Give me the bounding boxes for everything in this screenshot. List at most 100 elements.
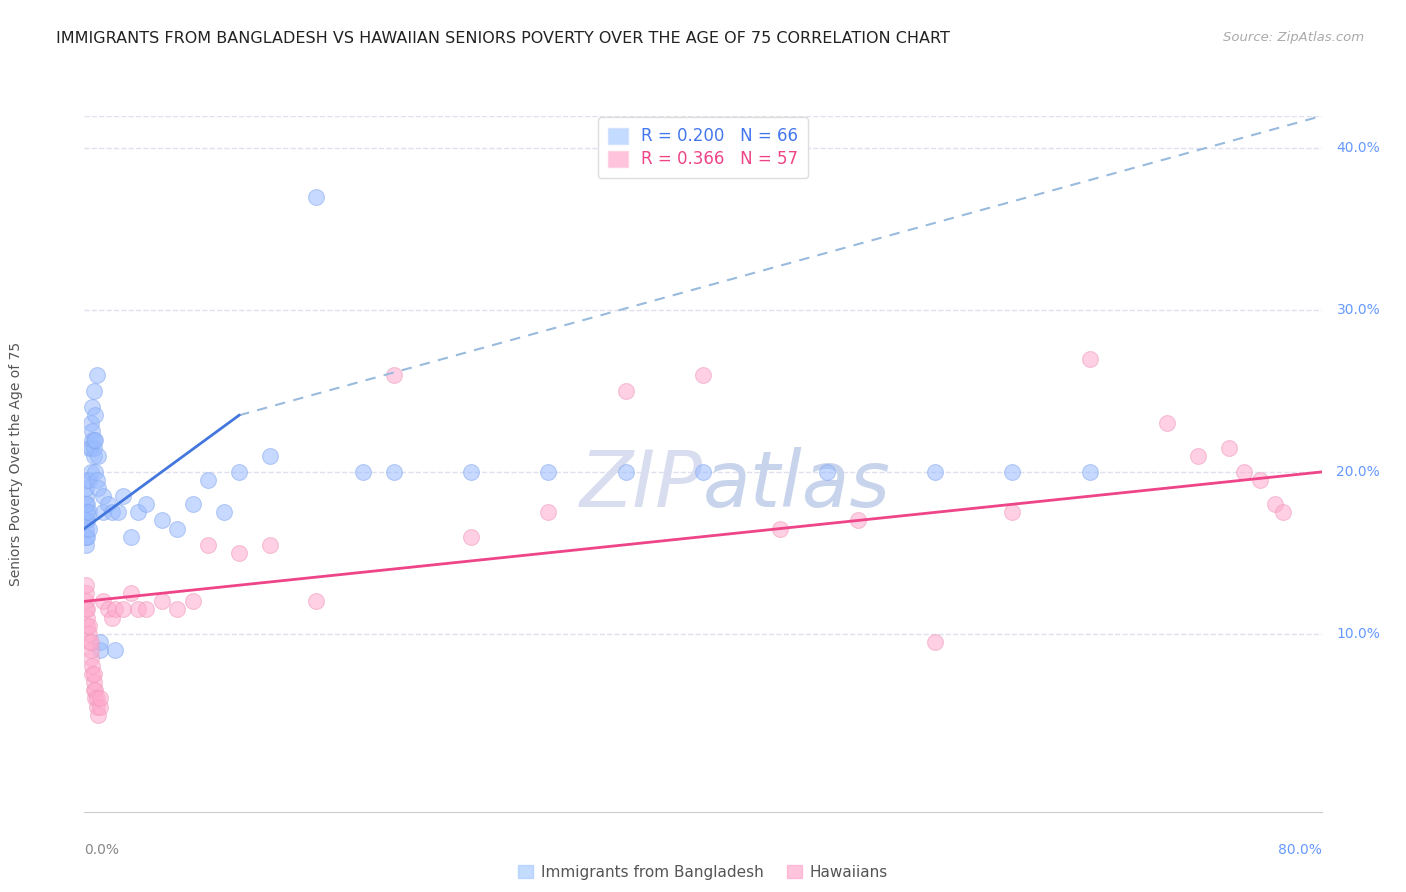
Text: atlas: atlas <box>703 447 891 523</box>
Point <box>1001 465 1024 479</box>
Point <box>76 513 98 527</box>
Text: 40.0%: 40.0% <box>1337 141 1381 155</box>
Point <box>84 683 107 698</box>
Point <box>460 530 482 544</box>
Point <box>537 465 560 479</box>
Point <box>87 707 110 722</box>
Point <box>120 586 142 600</box>
Point <box>82 425 104 439</box>
Point <box>75 578 97 592</box>
Point <box>1187 449 1209 463</box>
Point <box>127 505 149 519</box>
Point <box>101 505 124 519</box>
Point <box>382 465 405 479</box>
Point <box>104 643 127 657</box>
Point <box>382 368 405 382</box>
Point <box>150 594 173 608</box>
Point <box>135 497 157 511</box>
Point <box>228 546 250 560</box>
Legend: R = 0.200   N = 66, R = 0.366   N = 57: R = 0.200 N = 66, R = 0.366 N = 57 <box>598 118 808 178</box>
Point <box>127 602 149 616</box>
Point <box>1249 473 1271 487</box>
Point <box>91 505 114 519</box>
Text: 20.0%: 20.0% <box>1337 465 1381 479</box>
Point <box>1156 417 1178 431</box>
Point <box>924 465 946 479</box>
Point <box>197 538 219 552</box>
Point <box>96 602 118 616</box>
Text: 80.0%: 80.0% <box>1278 843 1322 857</box>
Point <box>460 465 482 479</box>
Point <box>79 465 101 479</box>
Point <box>76 473 98 487</box>
Point <box>75 497 97 511</box>
Point <box>112 489 135 503</box>
Point <box>150 513 173 527</box>
Text: 0.0%: 0.0% <box>84 843 120 857</box>
Point <box>83 675 105 690</box>
Text: Source: ZipAtlas.com: Source: ZipAtlas.com <box>1223 31 1364 45</box>
Point <box>84 691 107 706</box>
Point <box>77 626 100 640</box>
Point <box>77 618 100 632</box>
Point <box>614 465 637 479</box>
Point <box>82 401 104 415</box>
Point <box>79 643 101 657</box>
Point <box>76 505 98 519</box>
Point <box>75 505 97 519</box>
Point <box>91 489 114 503</box>
Point <box>75 586 97 600</box>
Point <box>166 522 188 536</box>
Point <box>259 449 281 463</box>
Point <box>76 530 98 544</box>
Text: 30.0%: 30.0% <box>1337 303 1381 318</box>
Point <box>79 635 101 649</box>
Point <box>846 513 869 527</box>
Point <box>82 667 104 681</box>
Point <box>197 473 219 487</box>
Point <box>1078 465 1101 479</box>
Point <box>77 505 100 519</box>
Point <box>89 691 111 706</box>
Point <box>228 465 250 479</box>
Text: Seniors Poverty Over the Age of 75: Seniors Poverty Over the Age of 75 <box>10 342 24 586</box>
Point <box>120 530 142 544</box>
Point <box>537 505 560 519</box>
Point <box>91 594 114 608</box>
Point <box>924 635 946 649</box>
Point <box>75 522 97 536</box>
Point <box>83 433 105 447</box>
Point <box>75 489 97 503</box>
Point <box>614 384 637 398</box>
Point <box>89 635 111 649</box>
Point <box>79 651 101 665</box>
Point <box>76 618 98 632</box>
Point <box>96 497 118 511</box>
Point <box>104 602 127 616</box>
Point <box>83 449 105 463</box>
Point <box>82 659 104 673</box>
Point <box>692 465 714 479</box>
Point <box>166 602 188 616</box>
Point <box>83 441 105 455</box>
Point <box>75 594 97 608</box>
Point <box>77 473 100 487</box>
Point <box>212 505 235 519</box>
Point <box>83 667 105 681</box>
Point <box>259 538 281 552</box>
Point <box>692 368 714 382</box>
Point <box>112 602 135 616</box>
Point <box>1078 351 1101 366</box>
Point <box>75 481 97 495</box>
Point <box>87 449 110 463</box>
Point <box>77 522 100 536</box>
Point <box>107 505 129 519</box>
Point <box>84 433 107 447</box>
Point <box>83 683 105 698</box>
Point <box>86 691 108 706</box>
Point <box>79 441 101 455</box>
Point <box>76 497 98 511</box>
Text: IMMIGRANTS FROM BANGLADESH VS HAWAIIAN SENIORS POVERTY OVER THE AGE OF 75 CORREL: IMMIGRANTS FROM BANGLADESH VS HAWAIIAN S… <box>56 31 950 46</box>
Point <box>815 465 838 479</box>
Point <box>82 433 104 447</box>
